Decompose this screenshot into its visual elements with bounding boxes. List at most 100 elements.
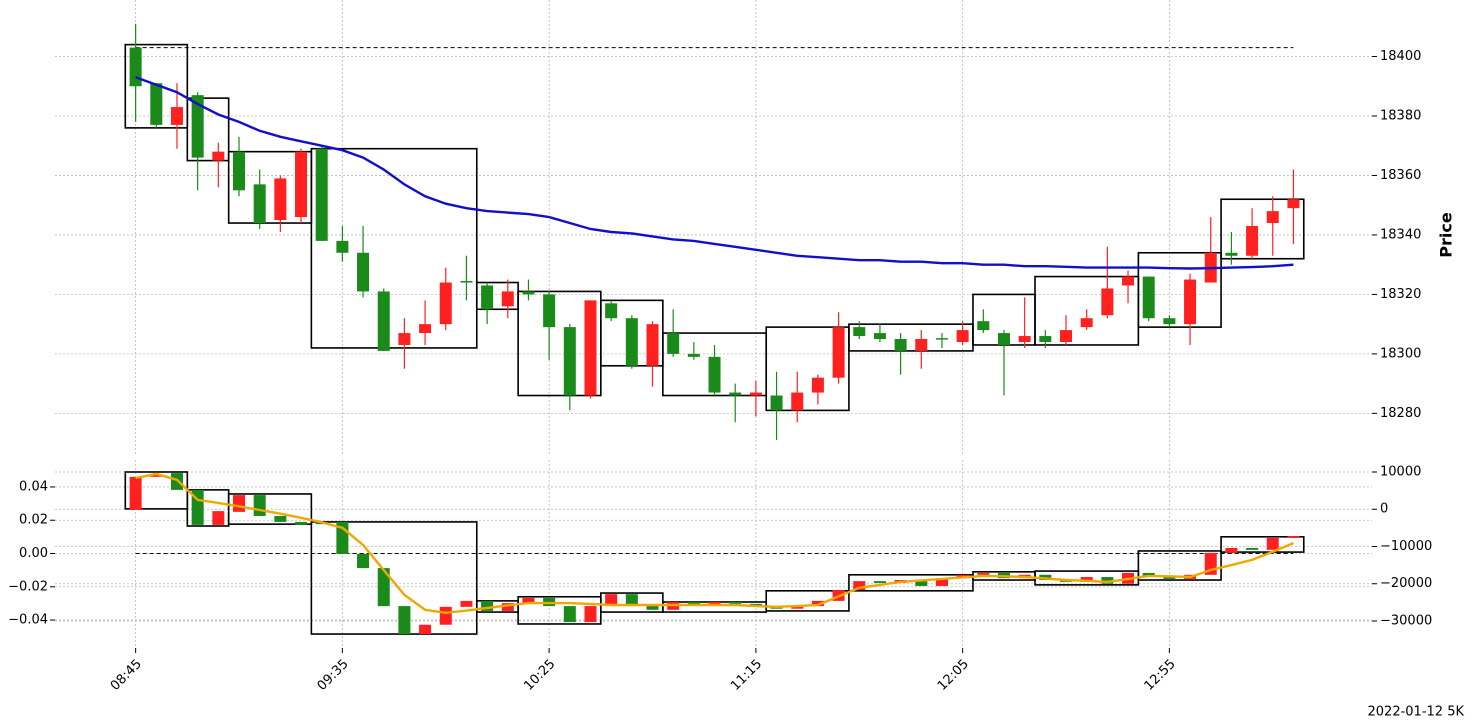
y-tick-label: −20000 (1380, 576, 1432, 591)
range-box (186, 97, 230, 162)
candle-body (935, 578, 948, 586)
candle-body (915, 580, 928, 586)
candle-body (460, 600, 473, 607)
range-box (1220, 536, 1305, 553)
candle-body (811, 600, 824, 607)
candle-body (1122, 276, 1135, 286)
candle-body (1184, 279, 1197, 325)
candle-body (1142, 572, 1155, 576)
candle-body (501, 603, 514, 611)
candle-body (749, 392, 762, 396)
moving-average-line (135, 76, 1294, 270)
y-tick-label: 0.02 (19, 513, 48, 528)
candle-body (419, 624, 432, 635)
range-box (227, 493, 313, 525)
y-tick-label: 10000 (1380, 464, 1421, 479)
candle-body (1101, 577, 1114, 584)
candle-body (295, 151, 308, 218)
candle-body (729, 601, 742, 604)
candle-body (584, 300, 597, 396)
candle-body (1018, 336, 1031, 342)
moving-average-line (135, 472, 1294, 615)
candle-body (625, 594, 638, 607)
candle-body (274, 178, 287, 221)
candle-body (1080, 577, 1093, 582)
candle-body (170, 107, 183, 125)
candle-body (1266, 537, 1279, 550)
candle-body (191, 95, 204, 158)
y-tick-label: −0.02 (8, 579, 48, 594)
candle-body (522, 597, 535, 604)
candle-body (1163, 318, 1176, 325)
candle-body (1060, 330, 1073, 342)
candle-body (150, 83, 163, 125)
candle-body (543, 294, 556, 328)
candle-body (563, 606, 576, 623)
y-tick-label: 0 (1380, 502, 1388, 517)
candle-body (522, 291, 535, 295)
candle-body (129, 47, 142, 87)
candle-body (708, 356, 721, 393)
candle-body (1039, 336, 1052, 342)
candle-body (129, 476, 142, 510)
y-tick-label: −0.04 (8, 613, 48, 628)
candle-body (853, 327, 866, 337)
candle-body (646, 324, 659, 366)
candle-body (667, 333, 680, 354)
candle-body (1142, 276, 1155, 319)
y-tick-label: −10000 (1380, 539, 1432, 554)
candle-body (605, 594, 618, 607)
candle-body (646, 606, 659, 610)
range-box (765, 326, 850, 412)
candle-body (1225, 252, 1238, 256)
candle-body (915, 339, 928, 351)
candle-body (1246, 226, 1259, 256)
y-tick-label: 18340 (1380, 227, 1421, 242)
candle-body (439, 606, 452, 625)
candle-body (563, 327, 576, 396)
candle-body (729, 392, 742, 396)
candle-body (873, 333, 886, 340)
candle-body (832, 327, 845, 378)
candle-body (1287, 199, 1300, 209)
candle-body (481, 285, 494, 310)
candle-body (398, 333, 411, 345)
candle-body (336, 240, 349, 253)
candle-body (150, 474, 163, 477)
candle-body (935, 338, 948, 340)
candle-body (212, 151, 225, 161)
y-tick-label: −30000 (1380, 613, 1432, 628)
candle-body (439, 282, 452, 325)
y-tick-label: 18360 (1380, 168, 1421, 183)
candle-body (1101, 288, 1114, 316)
candle-body (956, 330, 969, 342)
range-box (1137, 251, 1222, 328)
candle-body (1225, 547, 1238, 553)
candle-body (377, 291, 390, 351)
range-box (310, 521, 478, 635)
candle-body (233, 495, 246, 512)
y-tick-label: 18280 (1380, 406, 1421, 421)
candle-body (977, 572, 990, 575)
range-box (848, 574, 974, 592)
candle-body (1080, 318, 1093, 328)
candle-body (357, 252, 370, 292)
y-tick-label: 18300 (1380, 346, 1421, 361)
y-tick-label: 18320 (1380, 287, 1421, 302)
footer: 2022-01-12 5K (1368, 705, 1465, 720)
range-box (1220, 198, 1305, 260)
range-box (1137, 550, 1222, 581)
candle-body (1246, 547, 1259, 550)
candle-body (770, 395, 783, 411)
candle-body (233, 151, 246, 191)
y-tick-label: 18380 (1380, 108, 1421, 123)
candle-body (791, 606, 804, 609)
candle-body (357, 553, 370, 569)
candle-body (274, 515, 287, 522)
candle-body (170, 473, 183, 490)
candle-body (791, 392, 804, 411)
candle-body (501, 291, 514, 307)
candle-body (419, 324, 432, 334)
